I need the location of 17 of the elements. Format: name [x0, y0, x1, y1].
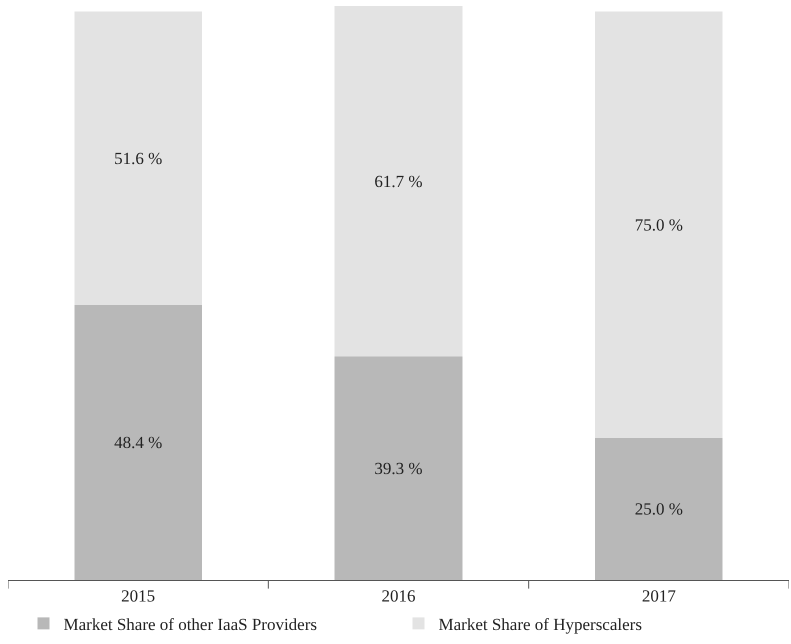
x-tick-label: 2016 [382, 586, 416, 606]
bar [334, 6, 462, 357]
data-label: 51.6 % [114, 148, 162, 168]
legend-label: Market Share of other IaaS Providers [64, 615, 318, 634]
bar [334, 356, 462, 580]
x-tick-label: 2015 [121, 586, 156, 606]
bar [74, 12, 202, 305]
legend-label: Market Share of Hyperscalers [438, 615, 642, 634]
bar [74, 304, 202, 580]
data-label: 75.0 % [634, 215, 683, 234]
x-tick-label: 2017 [642, 586, 676, 606]
data-label: 48.4 % [114, 432, 162, 452]
bar [595, 438, 723, 580]
data-label: 25.0 % [634, 499, 683, 518]
bar [595, 12, 723, 438]
data-label: 61.7 % [374, 172, 423, 191]
data-label: 39.3 % [374, 458, 423, 478]
